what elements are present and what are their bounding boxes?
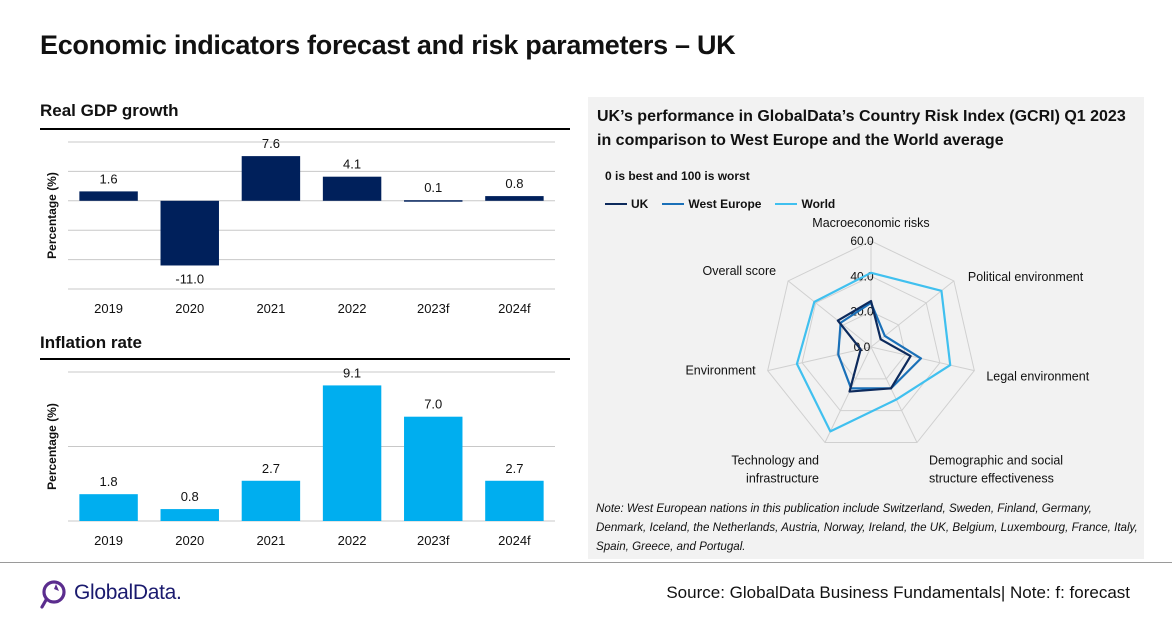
footer-divider [0,562,1172,563]
gdp-title-rule [40,128,570,130]
gdp-category-label: 2024f [498,301,531,316]
legend-label-uk: UK [631,197,649,211]
radar-series-west-europe [837,301,923,390]
inflation-value-label: 1.8 [100,474,118,489]
inflation-value-label: 9.1 [343,365,361,380]
legend-swatch-uk [605,203,627,205]
inflation-category-label: 2022 [338,533,367,548]
inflation-bar [79,494,138,521]
gdp-ylabel: Percentage (%) [45,172,59,259]
gdp-category-label: 2021 [256,301,285,316]
gdp-category-label: 2019 [94,301,123,316]
inflation-category-label: 2021 [256,533,285,548]
radar-axis-label: Demographic and social structure effectiv… [929,454,1063,486]
inflation-bar [404,416,463,521]
radar-spoke [870,346,975,372]
inflation-value-label: 2.7 [505,461,523,476]
gdp-bar [485,196,544,201]
gdp-value-label: 7.6 [262,136,280,151]
radar-gridline [836,311,906,380]
risk-index-panel: UK’s performance in GlobalData’s Country… [588,97,1144,559]
legend-swatch-west-europe [662,203,685,205]
inflation-value-label: 0.8 [181,489,199,504]
radar-tick-label: 20.0 [850,305,874,319]
gdp-bar-chart: Percentage (%) 1.6 2019 -11.0 2020 7.6 2021 4.1… [45,136,555,316]
inflation-category-label: 2023f [417,533,450,548]
inflation-bar [160,509,219,521]
radar-series-uk [836,299,912,393]
gdp-bar [322,176,382,201]
radar-chart-subtitle: 0 is best and 100 is worst [605,169,750,183]
radar-axis-label: Environment [685,364,756,378]
legend-swatch-world [775,203,798,205]
inflation-bar [485,480,544,521]
inflation-bar-chart: Percentage (%) 1.8 2019 0.8 2020 2.7 2021 9.1 20… [45,365,555,548]
gdp-category-label: 2020 [175,301,204,316]
globaldata-logo-text: GlobalData. [74,581,182,604]
radar-axis-label: Legal environment [986,370,1089,384]
radar-series-world [795,271,952,433]
gdp-bar [160,200,219,266]
radar-spoke [787,280,872,348]
inflation-category-label: 2024f [498,533,531,548]
inflation-bar [322,385,382,521]
legend-item-world: World [775,197,835,211]
gdp-category-label: 2022 [338,301,367,316]
gdp-bar [241,156,301,201]
page-title: Economic indicators forecast and risk pa… [40,30,736,60]
radar-gridline [767,240,975,444]
radar-tick-label: 60.0 [850,234,874,248]
gdp-chart-title: Real GDP growth [40,101,179,120]
legend-item-west-europe: West Europe [662,197,761,211]
inflation-category-label: 2020 [175,533,204,548]
gdp-value-label: 0.8 [505,176,523,191]
radar-spoke [767,346,872,372]
radar-spoke [870,346,918,443]
inflation-bar [241,480,301,521]
radar-axis-label: Macroeconomic risks [812,216,929,230]
gdp-value-label: 0.1 [424,180,442,195]
radar-note: Note: West European nations in this publ… [596,502,1138,553]
inflation-title-rule [40,358,570,360]
inflation-category-label: 2019 [94,533,123,548]
radar-legend: UK West Europe World [605,197,849,211]
legend-label-west-europe: West Europe [688,197,762,211]
gdp-bar [404,200,463,202]
globaldata-logo: GlobalData. [40,578,182,609]
gdp-bar [79,191,138,201]
legend-item-uk: UK [605,197,648,211]
radar-spoke [824,346,872,443]
gdp-value-label: 4.1 [343,157,361,172]
inflation-ylabel: Percentage (%) [45,403,59,490]
globaldata-logo-icon [40,580,66,609]
radar-axis-label: Political environment [968,270,1084,284]
gdp-category-label: 2023f [417,301,450,316]
inflation-value-label: 2.7 [262,461,280,476]
gdp-value-label: -11.0 [175,271,204,286]
inflation-value-label: 7.0 [424,397,442,412]
legend-label-world: World [801,197,836,211]
radar-axis-label: Overall score [702,264,776,278]
gdp-value-label: 1.6 [100,171,118,186]
inflation-chart-title: Inflation rate [40,333,143,352]
source-note: Source: GlobalData Business Fundamentals… [666,583,1130,602]
radar-chart-title: UK’s performance in GlobalData’s Country… [597,108,1126,149]
radar-tick-label: 0.0 [854,340,871,354]
radar-axis-label: Technology and infrastructure [731,454,819,486]
